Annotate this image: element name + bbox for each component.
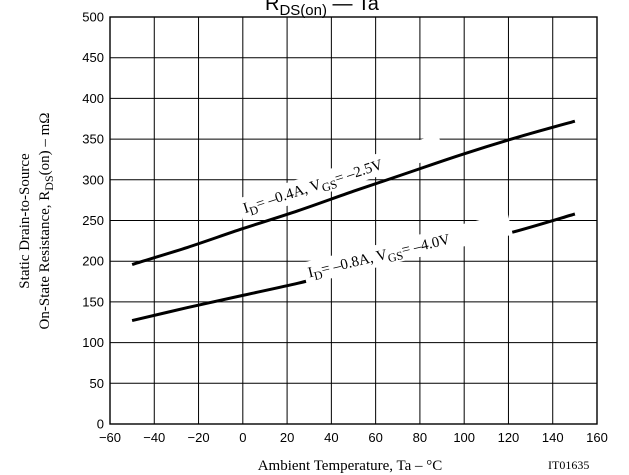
x-tick-labels: −60 −40 −20 0 20 40 60 80 100 120 140 160	[99, 430, 608, 445]
y-tick-label: 200	[82, 254, 104, 269]
x-tick-label: 120	[498, 430, 520, 445]
y-tick-label: 400	[82, 91, 104, 106]
y-axis-title-line1: Static Drain-to-Source	[17, 153, 33, 289]
x-axis-title: Ambient Temperature, Ta – °C	[258, 458, 443, 474]
y-tick-label: 250	[82, 213, 104, 228]
y-tick-label: 150	[82, 294, 104, 309]
title-main: R	[265, 0, 279, 15]
x-tick-label: 100	[453, 430, 475, 445]
y-tick-label: 350	[82, 132, 104, 147]
title-sub: DS(on)	[279, 2, 327, 19]
y-tick-labels: 0 50 100 150 200 250 300 350 400 450 500	[82, 10, 104, 432]
x-tick-label: 20	[280, 430, 294, 445]
y-tick-label: 50	[90, 376, 104, 391]
curve-label-1: ID= –0.4A, VGS= –2.5V	[236, 133, 445, 221]
curve-label-2: ID= –0.8A, VGS= –4.0V	[301, 213, 513, 285]
x-tick-label: −20	[188, 430, 210, 445]
y-tick-label: 450	[82, 50, 104, 65]
x-tick-label: 80	[413, 430, 427, 445]
figure-code: IT01635	[548, 458, 589, 472]
x-tick-label: 60	[368, 430, 382, 445]
y-tick-label: 0	[97, 417, 104, 432]
curve-label-background	[236, 133, 445, 221]
x-tick-label: 160	[586, 430, 608, 445]
y-tick-label: 500	[82, 10, 104, 25]
x-tick-label: 40	[324, 430, 338, 445]
y-tick-label: 100	[82, 335, 104, 350]
series-line-1	[131, 119, 576, 266]
x-tick-label: −60	[99, 430, 121, 445]
title-rest: — Ta	[327, 0, 380, 15]
curve-label-background	[301, 213, 513, 285]
x-tick-label: 0	[239, 430, 246, 445]
y-axis-title-line2: On-State Resistance, RDS(on) – mΩ	[37, 113, 56, 330]
chart-title: RDS(on) — Ta	[265, 0, 380, 19]
y-tick-label: 300	[82, 172, 104, 187]
plot-frame	[109, 16, 598, 425]
grid-lines	[109, 16, 598, 425]
x-tick-label: 140	[542, 430, 564, 445]
x-tick-label: −40	[143, 430, 165, 445]
